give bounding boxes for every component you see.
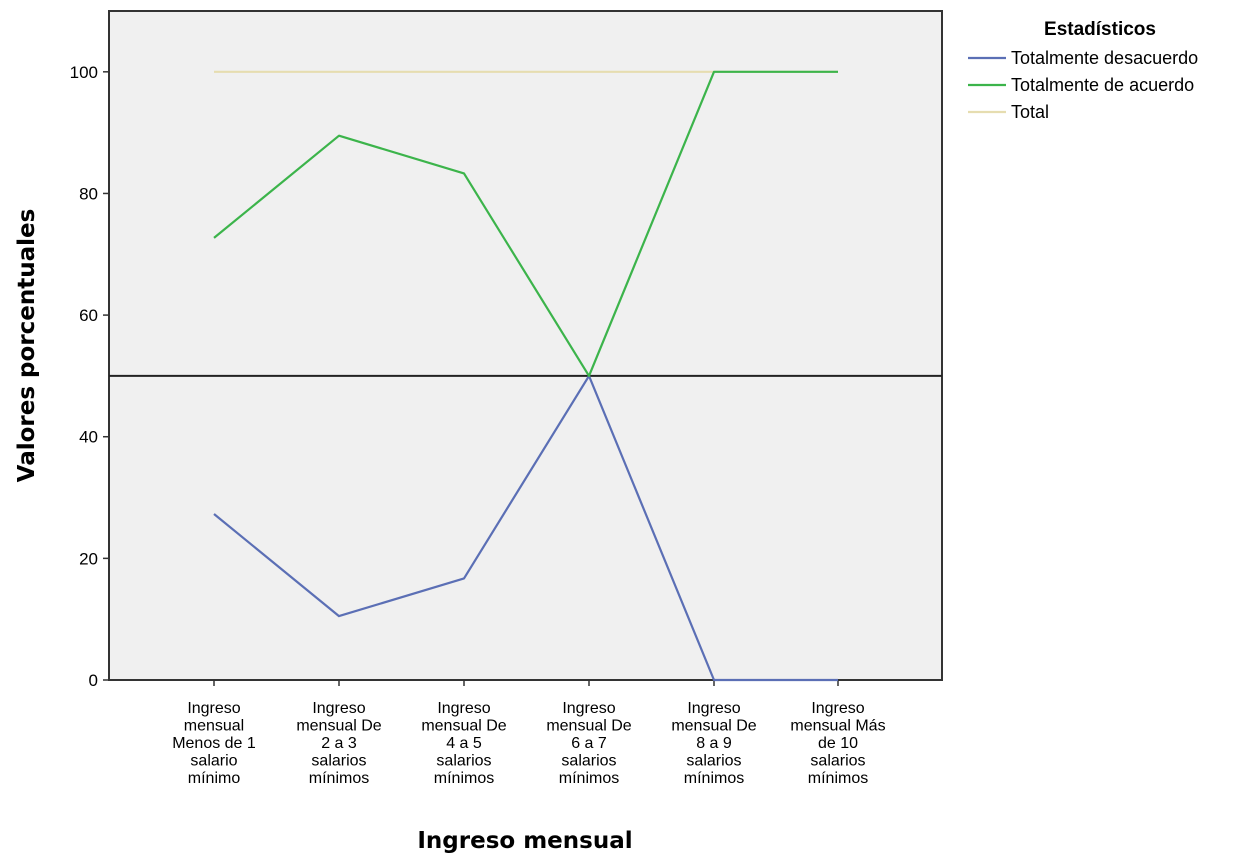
x-axis: Ingreso mensual Menos de 1 salario mínimoIng… [172, 680, 886, 787]
x-tick-label-line: Menos de 1 [172, 735, 256, 752]
x-tick-label: Ingreso mensual De 8 a 9 salarios mínimos [671, 700, 756, 787]
x-tick-label-line: Ingreso [811, 700, 864, 717]
legend-title: Estadísticos [1044, 19, 1156, 40]
legend: Estadísticos Totalmente desacuerdo Totalm… [968, 19, 1198, 122]
legend-label: Totalmente desacuerdo [1011, 48, 1198, 68]
x-tick-label-line: Ingreso [562, 700, 615, 717]
x-tick-label-line: salarios [436, 753, 491, 770]
x-tick-label: Ingreso mensual De 6 a 7 salarios mínimos [546, 700, 631, 787]
y-tick-label: 20 [79, 549, 98, 568]
x-tick-label-line: mensual De [671, 718, 756, 735]
x-tick-label-line: mensual De [296, 718, 381, 735]
x-tick-label-line: mínimos [808, 770, 868, 787]
x-tick-label-line: salario [190, 753, 237, 770]
x-tick-label-line: mínimos [684, 770, 744, 787]
x-tick-label-line: Ingreso [187, 700, 240, 717]
plot-area [108, 10, 943, 681]
x-tick-label-line: 2 a 3 [321, 735, 357, 752]
x-tick-label-line: mensual [184, 718, 244, 735]
y-axis-title: Valores porcentuales [14, 209, 40, 483]
x-tick-label-line: 8 a 9 [696, 735, 732, 752]
x-tick-label: Ingreso mensual Más de 10 salarios mínimos [790, 700, 885, 787]
x-tick-label-line: Ingreso [312, 700, 365, 717]
x-tick-label-line: 6 a 7 [571, 735, 607, 752]
y-tick-label: 60 [79, 306, 98, 325]
y-tick-label: 100 [70, 63, 98, 82]
x-tick-label-line: mensual De [546, 718, 631, 735]
x-tick-label-line: salarios [561, 753, 616, 770]
x-tick-label-line: salarios [311, 753, 366, 770]
legend-label: Totalmente de acuerdo [1011, 75, 1194, 95]
x-tick-label-line: mensual Más [790, 718, 885, 735]
y-tick-label: 80 [79, 184, 98, 203]
x-tick-label-line: Ingreso [437, 700, 490, 717]
x-tick-label-line: mínimos [434, 770, 494, 787]
series-line-1 [213, 70, 838, 377]
x-tick-label-line: Ingreso [687, 700, 740, 717]
x-tick-label-line: mínimo [188, 770, 241, 787]
series-lines [213, 70, 838, 682]
x-tick-label: Ingreso mensual Menos de 1 salario mínimo [172, 700, 256, 787]
x-axis-title: Ingreso mensual [417, 828, 632, 854]
x-tick-label-line: salarios [686, 753, 741, 770]
y-tick-label: 0 [89, 671, 98, 690]
y-tick-label: 40 [79, 428, 98, 447]
x-tick-label-line: de 10 [818, 735, 858, 752]
x-tick-label-line: 4 a 5 [446, 735, 482, 752]
legend-label: Total [1011, 102, 1049, 122]
x-tick-label: Ingreso mensual De 4 a 5 salarios mínimos [421, 700, 506, 787]
x-tick-label-line: salarios [810, 753, 865, 770]
x-tick-label-line: mínimos [309, 770, 369, 787]
series-line-0 [213, 374, 838, 682]
x-tick-label-line: mínimos [559, 770, 619, 787]
y-axis: 0 20 40 60 80 100 [70, 63, 109, 690]
x-tick-label-line: mensual De [421, 718, 506, 735]
x-tick-label: Ingreso mensual De 2 a 3 salarios mínimos [296, 700, 381, 787]
